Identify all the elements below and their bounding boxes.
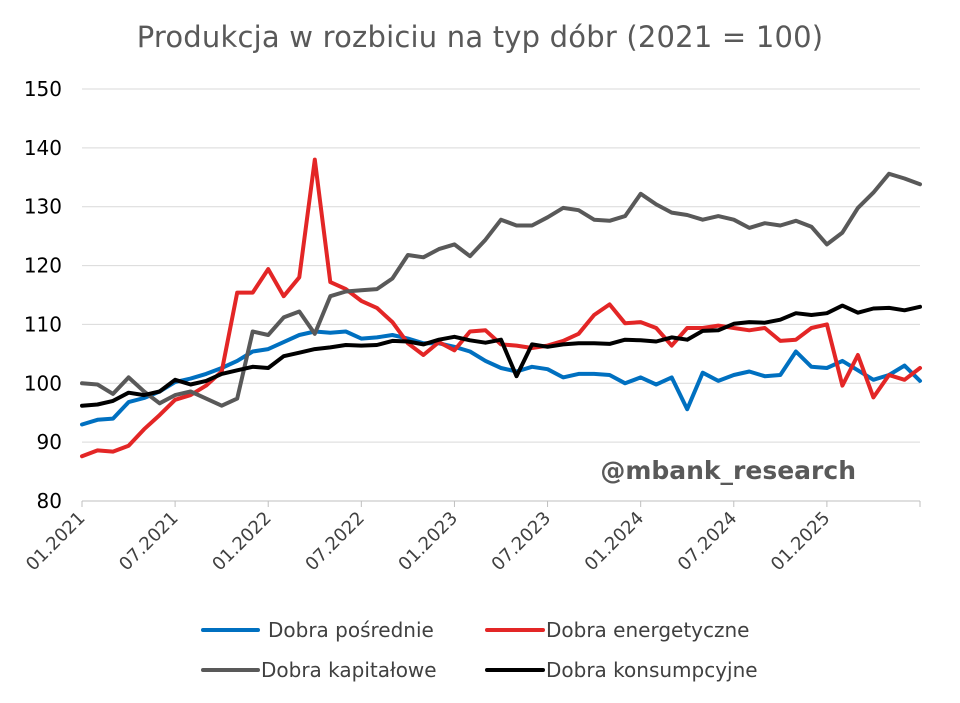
legend-label: Dobra konsumpcyjne [546, 658, 758, 682]
x-tick-label: 01.2024 [581, 508, 648, 575]
watermark-text: @mbank_research [600, 456, 856, 485]
x-tick-label: 01.2022 [208, 508, 275, 575]
x-tick-label: 01.2025 [767, 508, 834, 575]
y-tick-label: 130 [24, 195, 62, 219]
series-lines [80, 157, 922, 459]
y-tick-label: 110 [24, 312, 62, 336]
x-tick-label: 07.2021 [115, 508, 182, 575]
series-line-3 [80, 171, 922, 408]
legend-label: Dobra kapitałowe [261, 658, 437, 682]
legend-item: Dobra konsumpcyjne [485, 658, 758, 682]
gridlines [82, 88, 920, 443]
legend: Dobra pośrednie Dobra energetyczne Dobra k… [201, 618, 758, 682]
y-tick-label: 80 [37, 489, 62, 513]
series-line-2 [80, 157, 922, 459]
y-tick-label: 90 [37, 430, 62, 454]
y-tick-label: 100 [24, 371, 62, 395]
x-tick-label: 07.2023 [488, 508, 555, 575]
legend-item: Dobra pośrednie [201, 618, 434, 642]
legend-item: Dobra kapitałowe [201, 658, 437, 682]
legend-label: Dobra energetyczne [546, 618, 749, 642]
x-tick-label: 07.2024 [674, 508, 741, 575]
y-tick-label: 140 [24, 136, 62, 160]
axes: 80 90 100 110 120 130 140 150 01.2021 07.2021 01.2… [22, 77, 921, 575]
y-tick-label: 120 [24, 254, 62, 278]
x-tick-label: 01.2023 [394, 508, 461, 575]
x-tick-label: 01.2021 [22, 508, 89, 575]
legend-item: Dobra energetyczne [485, 618, 749, 642]
legend-label: Dobra pośrednie [268, 618, 434, 642]
y-tick-label: 150 [24, 77, 62, 101]
chart-title: Produkcja w rozbiciu na typ dóbr (2021 =… [136, 20, 824, 54]
series-line-4 [80, 303, 922, 408]
x-tick-label: 07.2022 [301, 508, 368, 575]
